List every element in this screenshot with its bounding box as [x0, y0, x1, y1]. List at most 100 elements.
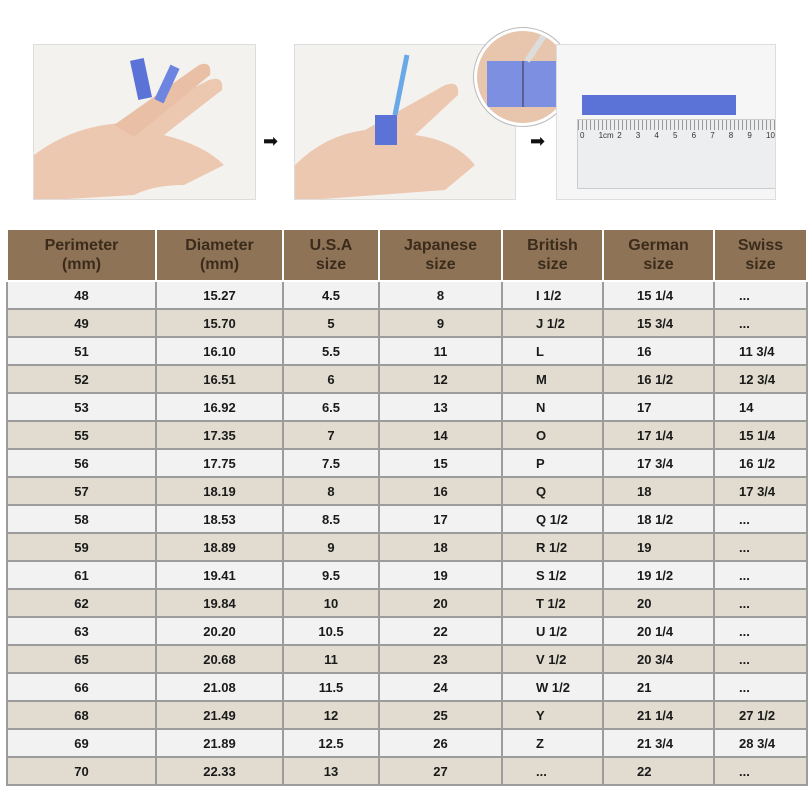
- table-cell: 27: [378, 756, 503, 786]
- table-cell: 22: [602, 756, 715, 786]
- table-cell: 62: [6, 588, 157, 618]
- table-cell: 18.89: [155, 532, 284, 562]
- table-cell: 56: [6, 448, 157, 478]
- table-cell: 66: [6, 672, 157, 702]
- table-cell: 17.75: [155, 448, 284, 478]
- table-cell: 21: [602, 672, 715, 702]
- table-cell: 5: [282, 308, 380, 338]
- table-cell: 17 3/4: [713, 476, 808, 506]
- table-cell: 26: [378, 728, 503, 758]
- table-cell: 11.5: [282, 672, 380, 702]
- table-cell: 9: [282, 532, 380, 562]
- table-cell: 8: [378, 280, 503, 310]
- table-cell: Q: [501, 476, 604, 506]
- table-cell: 11: [378, 336, 503, 366]
- table-cell: ...: [713, 588, 808, 618]
- table-row: 58 18.53 8.5 17 Q 1/2 18 1/2...: [6, 504, 808, 534]
- table-cell: 51: [6, 336, 157, 366]
- table-cell: 10: [282, 588, 380, 618]
- table-cell: 57: [6, 476, 157, 506]
- table-cell: 15 3/4: [602, 308, 715, 338]
- table-row: 70 22.33 13 27... 22...: [6, 756, 808, 786]
- table-cell: 18 1/2: [602, 504, 715, 534]
- table-cell: ...: [713, 504, 808, 534]
- table-cell: Y: [501, 700, 604, 730]
- table-cell: 21 3/4: [602, 728, 715, 758]
- table-cell: 15 1/4: [602, 280, 715, 310]
- table-cell: 7: [282, 420, 380, 450]
- table-cell: 17: [602, 392, 715, 422]
- table-cell: I 1/2: [501, 280, 604, 310]
- ruler-label: 0: [580, 131, 585, 140]
- tape-strip: [582, 95, 736, 115]
- table-cell: 17 1/4: [602, 420, 715, 450]
- table-cell: 49: [6, 308, 157, 338]
- table-cell: 12 3/4: [713, 364, 808, 394]
- table-cell: 17.35: [155, 420, 284, 450]
- ruler-label: 6: [691, 131, 697, 140]
- table-cell: 4.5: [282, 280, 380, 310]
- table-cell: W 1/2: [501, 672, 604, 702]
- column-header-line: U.S.A: [309, 237, 353, 254]
- table-cell: 15: [378, 448, 503, 478]
- table-cell: 17 3/4: [602, 448, 715, 478]
- column-header: German size: [602, 228, 715, 282]
- table-cell: Q 1/2: [501, 504, 604, 534]
- ruler-label: 8: [728, 131, 734, 140]
- table-cell: 16.51: [155, 364, 284, 394]
- table-cell: 14: [378, 420, 503, 450]
- table-cell: 69: [6, 728, 157, 758]
- column-header: British size: [501, 228, 604, 282]
- table-cell: 28 3/4: [713, 728, 808, 758]
- table-cell: 22: [378, 616, 503, 646]
- table-row: 59 18.89 9 18 R 1/2 19...: [6, 532, 808, 562]
- table-cell: 12.5: [282, 728, 380, 758]
- table-cell: 21.49: [155, 700, 284, 730]
- table-cell: J 1/2: [501, 308, 604, 338]
- table-cell: 20: [602, 588, 715, 618]
- ruler-label: 2: [617, 131, 622, 140]
- table-cell: 12: [378, 364, 503, 394]
- table-cell: ...: [713, 308, 808, 338]
- table-row: 69 21.89 12.5 26 Z 21 3/4 28 3/4: [6, 728, 808, 758]
- table-cell: 5.5: [282, 336, 380, 366]
- table-cell: 13: [282, 756, 380, 786]
- table-row: 49 15.70 5 9 J 1/2 15 3/4...: [6, 308, 808, 338]
- table-cell: 52: [6, 364, 157, 394]
- table-row: 63 20.20 10.5 22 U 1/2 20 1/4...: [6, 616, 808, 646]
- table-cell: 16 1/2: [713, 448, 808, 478]
- column-header: Perimeter (mm): [6, 228, 157, 282]
- table-row: 61 19.41 9.5 19 S 1/2 19 1/2...: [6, 560, 808, 590]
- table-cell: 63: [6, 616, 157, 646]
- table-cell: ...: [713, 560, 808, 590]
- column-header-line: Diameter: [185, 237, 254, 254]
- table-cell: 19 1/2: [602, 560, 715, 590]
- right-arrow-icon: ➡: [530, 131, 546, 151]
- column-header-line: size: [643, 256, 674, 273]
- table-cell: V 1/2: [501, 644, 604, 674]
- table-cell: ...: [713, 756, 808, 786]
- table-cell: ...: [713, 616, 808, 646]
- ruler: 0 1cm 2 3 4 5 6 7 8 9 10: [577, 119, 775, 189]
- ruler-label: 3: [635, 131, 641, 140]
- table-cell: 16: [602, 336, 715, 366]
- table-cell: P: [501, 448, 604, 478]
- table-cell: ...: [713, 532, 808, 562]
- table-cell: S 1/2: [501, 560, 604, 590]
- table-cell: 59: [6, 532, 157, 562]
- column-header-line: size: [425, 256, 456, 273]
- table-cell: 16.92: [155, 392, 284, 422]
- table-cell: 15 1/4: [713, 420, 808, 450]
- table-cell: 18: [602, 476, 715, 506]
- table-cell: 13: [378, 392, 503, 422]
- table-cell: 21 1/4: [602, 700, 715, 730]
- table-cell: 9.5: [282, 560, 380, 590]
- hand-with-tape-illustration: [34, 57, 224, 199]
- table-cell: N: [501, 392, 604, 422]
- ruler-labels: 0 1cm 2 3 4 5 6 7 8 9 10: [578, 130, 775, 142]
- table-row: 51 16.10 5.5 11 L 16 11 3/4: [6, 336, 808, 366]
- ruler-label: 10: [766, 131, 775, 140]
- table-row: 57 18.19 8 16 Q 18 17 3/4: [6, 476, 808, 506]
- table-cell: 20 3/4: [602, 644, 715, 674]
- table-cell: 18: [378, 532, 503, 562]
